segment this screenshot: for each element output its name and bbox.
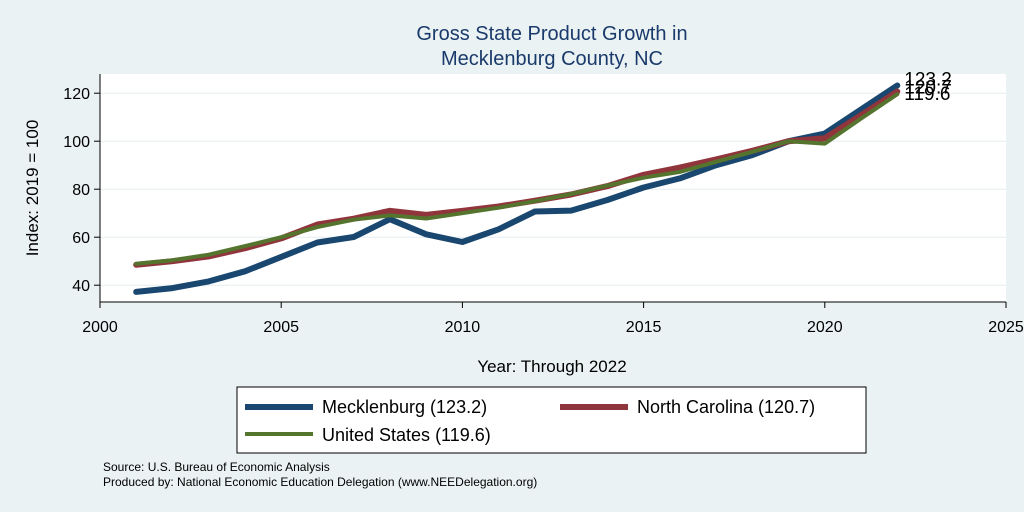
source-note: Source: U.S. Bureau of Economic Analysis bbox=[103, 460, 330, 474]
legend-label-united-states: United States (119.6) bbox=[322, 425, 491, 445]
x-tick-label-2000: 2000 bbox=[82, 319, 118, 336]
legend-label-north-carolina: North Carolina (120.7) bbox=[637, 397, 815, 417]
produced-by-note: Produced by: National Economic Education… bbox=[103, 475, 537, 489]
y-axis-title: Index: 2019 = 100 bbox=[23, 120, 42, 257]
x-tick-label-2015: 2015 bbox=[626, 319, 662, 336]
x-tick-label-2005: 2005 bbox=[263, 319, 299, 336]
series-lines bbox=[133, 82, 901, 295]
end-label-mecklenburg: 123.2 bbox=[904, 70, 952, 91]
y-ticks: 40 60 80 100 120 bbox=[63, 86, 100, 295]
x-tick-label-2020: 2020 bbox=[807, 319, 843, 336]
chart-title-line-2: Mecklenburg County, NC bbox=[441, 48, 663, 70]
y-tick-label-100: 100 bbox=[63, 134, 90, 151]
gridlines bbox=[100, 92, 1006, 286]
legend-label-mecklenburg: Mecklenburg (123.2) bbox=[322, 397, 487, 417]
y-tick-label-40: 40 bbox=[72, 278, 90, 295]
x-tick-label-2025: 2025 bbox=[988, 319, 1024, 336]
chart-title-line-1: Gross State Product Growth in bbox=[416, 23, 687, 45]
end-label-north-carolina: 120.7 bbox=[904, 78, 952, 99]
x-ticks: 2000 2005 2010 2015 2020 2025 bbox=[82, 302, 1024, 336]
legend-box bbox=[236, 386, 867, 454]
y-tick-label-80: 80 bbox=[72, 182, 90, 199]
series-line-united-states bbox=[134, 92, 900, 266]
y-tick-label-60: 60 bbox=[72, 230, 90, 247]
y-tick-label-120: 120 bbox=[63, 86, 90, 103]
x-tick-label-2010: 2010 bbox=[445, 319, 481, 336]
end-label-united-states: 119.6 bbox=[904, 84, 950, 105]
legend: Mecklenburg (123.2) North Carolina (120.… bbox=[236, 386, 867, 454]
x-axis-title: Year: Through 2022 bbox=[477, 357, 626, 376]
